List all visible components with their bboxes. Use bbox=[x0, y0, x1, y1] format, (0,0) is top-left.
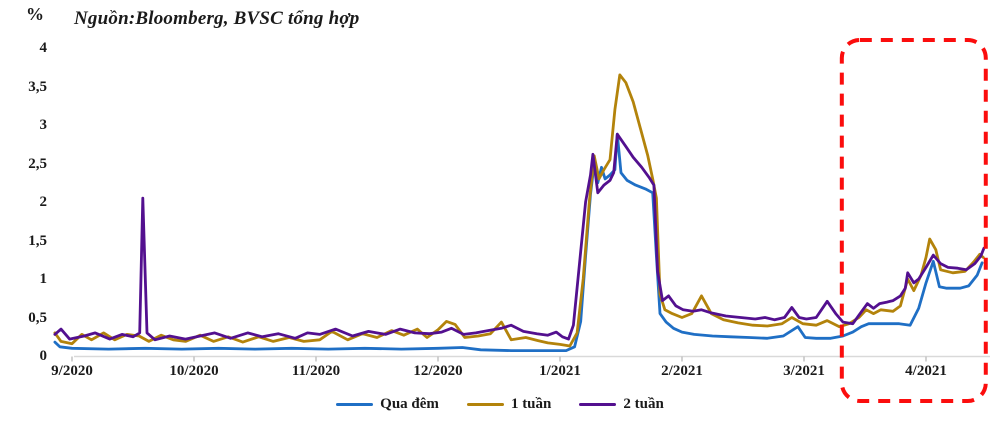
x-tick-label: 12/2020 bbox=[413, 363, 463, 379]
series-line-2 bbox=[53, 73, 985, 348]
x-axis-line bbox=[71, 355, 990, 362]
y-tick-label: 1 bbox=[39, 271, 48, 287]
chart-source-title: Nguồn:Bloomberg, BVSC tổng hợp bbox=[74, 8, 360, 29]
highlight-rect bbox=[839, 38, 988, 403]
legend-item-overnight: Qua đêm bbox=[336, 395, 439, 413]
y-tick-label: 0 bbox=[39, 348, 48, 364]
legend-line-swatch-2week bbox=[579, 402, 617, 406]
x-tick-label: 2/2021 bbox=[661, 363, 703, 379]
legend-label-1week: 1 tuần bbox=[510, 396, 552, 412]
series-line-1 bbox=[53, 132, 984, 352]
x-tick-label: 11/2020 bbox=[291, 363, 341, 379]
y-tick-label: 1,5 bbox=[28, 232, 47, 249]
legend-label-2week: 2 tuần bbox=[623, 396, 664, 412]
legend-item-1week: 1 tuần bbox=[466, 395, 552, 413]
series-line-3 bbox=[53, 132, 986, 342]
x-tick-label: 3/2021 bbox=[783, 363, 825, 379]
series-lines bbox=[53, 73, 986, 352]
x-tick-label: 4/2021 bbox=[905, 363, 947, 379]
y-tick-label: 2,5 bbox=[28, 155, 47, 172]
x-tick-label: 9/2020 bbox=[51, 363, 93, 379]
legend-item-2week: 2 tuần bbox=[579, 395, 664, 413]
y-axis-unit-label: % bbox=[26, 4, 44, 24]
y-tick-label: 4 bbox=[39, 40, 48, 56]
legend-label-overnight: Qua đêm bbox=[380, 396, 439, 412]
y-tick-label: 3,5 bbox=[28, 78, 47, 95]
x-tick-label: 1/2021 bbox=[539, 363, 581, 379]
y-tick-label: 2 bbox=[39, 194, 48, 210]
legend-line-swatch-1week bbox=[466, 402, 504, 406]
y-tick-label: 3 bbox=[39, 117, 48, 133]
chart-legend: Qua đêm 1 tuần 2 tuần bbox=[0, 395, 1000, 413]
legend-line-swatch-overnight bbox=[336, 402, 374, 406]
highlight-dashed-rect bbox=[839, 38, 988, 403]
x-tick-label: 10/2020 bbox=[169, 363, 219, 379]
y-tick-label: 0,5 bbox=[28, 309, 47, 326]
